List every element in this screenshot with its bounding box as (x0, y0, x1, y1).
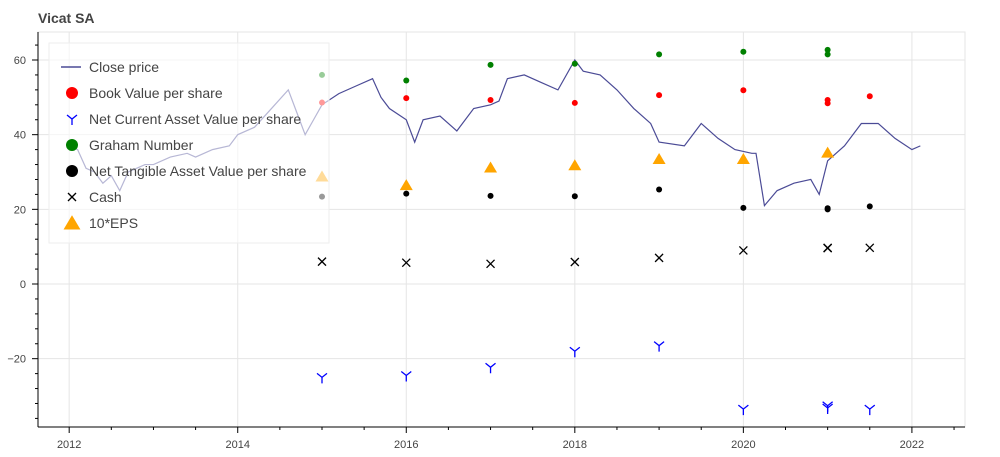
legend-label: 10*EPS (89, 215, 138, 231)
graham-number-point (824, 46, 831, 53)
book-value-per-share-point (571, 99, 578, 106)
legend-label: Cash (89, 189, 122, 205)
legend-label: Net Tangible Asset Value per share (89, 163, 307, 179)
cash-point (570, 257, 580, 267)
x-tick-label: 2022 (900, 439, 924, 451)
x-stroke (654, 253, 664, 263)
x-stroke (401, 258, 411, 268)
y-tick-label: −20 (7, 354, 26, 366)
graham-number-point (403, 77, 410, 84)
net-tangible-asset-value-per-share-point (740, 204, 747, 211)
chart-title: Vicat SA (38, 10, 95, 26)
x-tick-label: 2012 (57, 439, 81, 451)
net-tangible-asset-value-per-share-point (487, 192, 494, 199)
tri-stroke (737, 404, 749, 416)
cash-point (823, 243, 833, 253)
graham-number-point (740, 48, 747, 55)
net-current-asset-value-per-share-point (737, 404, 749, 416)
tri-stroke (485, 362, 496, 374)
net-tangible-asset-value-per-share-point (403, 190, 410, 197)
legend-label: Book Value per share (89, 85, 223, 101)
x-tick-label: 2018 (563, 439, 587, 451)
tri-stroke (822, 403, 834, 414)
y-tick-label: 60 (14, 55, 26, 67)
legend-marker-swatch (66, 139, 78, 151)
10-eps-point (568, 159, 582, 171)
x-tick-label: 2014 (225, 439, 249, 451)
net-tangible-asset-value-per-share-point (866, 203, 873, 210)
10-eps-point (399, 179, 413, 191)
legend-marker-swatch (63, 215, 81, 230)
cash-point (738, 245, 748, 255)
cash-point (654, 253, 664, 263)
cash-point (865, 243, 875, 253)
book-value-per-share-point (740, 87, 747, 94)
legend-marker-swatch (67, 192, 77, 202)
x-stroke (67, 192, 77, 202)
cash-point (486, 259, 496, 269)
legend-box (48, 42, 330, 244)
book-value-per-share-point (824, 100, 831, 107)
graham-number-point (824, 51, 831, 58)
graham-number-point (571, 60, 578, 67)
net-current-asset-value-per-share-point (569, 346, 581, 358)
legend-marker-swatch (66, 87, 78, 99)
x-stroke (865, 243, 875, 253)
legend-marker-swatch (66, 114, 78, 125)
x-stroke (486, 259, 496, 269)
markers-layer (315, 46, 876, 416)
axes: 2012 2014 2016 2018 2020 2022 −20 0 20 40 60 (7, 32, 965, 451)
book-value-per-share-point (403, 95, 410, 102)
x-tick-label: 2016 (394, 439, 418, 451)
book-value-per-share-point (866, 93, 873, 100)
tri-stroke (864, 404, 876, 416)
10-eps-point (821, 146, 835, 158)
x-stroke (823, 243, 833, 253)
tri-stroke (653, 341, 665, 352)
tri-stroke (569, 346, 581, 358)
net-tangible-asset-value-per-share-point (656, 186, 663, 193)
tri-stroke (316, 372, 328, 384)
net-current-asset-value-per-share-point (653, 341, 665, 352)
graham-number-point (656, 51, 663, 58)
book-value-per-share-point (487, 96, 494, 103)
cash-point (317, 257, 327, 267)
legend-label: Net Current Asset Value per share (89, 111, 301, 127)
net-tangible-asset-value-per-share-point (571, 193, 578, 200)
net-current-asset-value-per-share-point (316, 372, 328, 384)
legend-label: Close price (89, 59, 159, 75)
x-stroke (570, 257, 580, 267)
legend: Close price Book Value per share Net Curre… (48, 42, 330, 244)
y-tick-label: 20 (14, 204, 26, 216)
net-tangible-asset-value-per-share-point (824, 205, 831, 212)
legend-marker-swatch (66, 165, 78, 177)
legend-label: Graham Number (89, 137, 194, 153)
tri-stroke (66, 114, 78, 125)
x-stroke (738, 245, 748, 255)
y-tick-label: 40 (14, 130, 26, 142)
cash-point (401, 258, 411, 268)
y-tick-label: 0 (20, 279, 26, 291)
x-tick-label: 2020 (731, 439, 755, 451)
x-stroke (317, 257, 327, 267)
10-eps-point (652, 152, 666, 164)
tri-stroke (400, 370, 412, 382)
net-current-asset-value-per-share-point (400, 370, 412, 382)
net-current-asset-value-per-share-point (822, 403, 834, 414)
graham-number-point (487, 61, 494, 68)
book-value-per-share-point (656, 92, 663, 99)
10-eps-point (736, 152, 750, 164)
10-eps-point (484, 161, 498, 173)
net-current-asset-value-per-share-point (485, 362, 496, 374)
net-current-asset-value-per-share-point (864, 404, 876, 416)
